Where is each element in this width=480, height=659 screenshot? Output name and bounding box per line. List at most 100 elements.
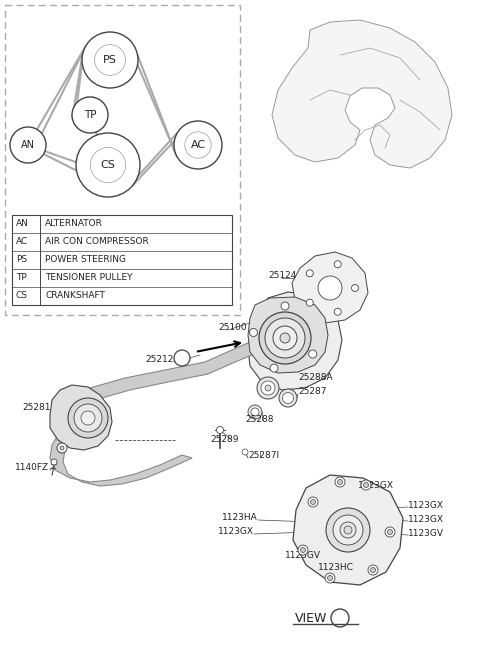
Polygon shape — [248, 297, 328, 373]
Text: 1123GX: 1123GX — [408, 500, 444, 509]
Text: CS: CS — [16, 291, 28, 301]
Circle shape — [306, 270, 313, 277]
Text: AIR CON COMPRESSOR: AIR CON COMPRESSOR — [45, 237, 149, 246]
Circle shape — [95, 45, 125, 75]
Text: 25212A: 25212A — [145, 355, 180, 364]
Text: AN: AN — [21, 140, 35, 150]
Circle shape — [10, 127, 46, 163]
Circle shape — [300, 548, 305, 552]
Polygon shape — [68, 342, 252, 410]
Circle shape — [265, 318, 305, 358]
Text: TP: TP — [16, 273, 27, 283]
Text: 25288A: 25288A — [298, 374, 333, 382]
Circle shape — [306, 299, 313, 306]
Polygon shape — [272, 20, 452, 168]
Text: PS: PS — [16, 256, 27, 264]
Circle shape — [51, 459, 57, 465]
Bar — [5, 5, 240, 315]
Text: TENSIONER PULLEY: TENSIONER PULLEY — [45, 273, 132, 283]
Circle shape — [344, 526, 352, 534]
Circle shape — [335, 477, 345, 487]
Circle shape — [371, 567, 375, 573]
Circle shape — [337, 480, 343, 484]
Circle shape — [279, 389, 297, 407]
Circle shape — [334, 308, 341, 315]
Circle shape — [261, 381, 275, 395]
Circle shape — [251, 408, 259, 416]
Circle shape — [283, 393, 293, 403]
Polygon shape — [293, 475, 403, 585]
Circle shape — [216, 426, 224, 434]
Text: 25281: 25281 — [22, 403, 50, 413]
Circle shape — [250, 328, 257, 337]
Text: 1123GX: 1123GX — [408, 515, 444, 523]
Text: AC: AC — [191, 140, 205, 150]
Circle shape — [273, 326, 297, 350]
Circle shape — [281, 302, 289, 310]
Bar — [12, 215, 232, 305]
Text: CRANKSHAFT: CRANKSHAFT — [45, 291, 105, 301]
Text: 1123HA: 1123HA — [222, 513, 258, 523]
Circle shape — [326, 508, 370, 552]
Polygon shape — [292, 252, 368, 323]
Text: VIEW: VIEW — [295, 612, 327, 625]
Text: 1123GV: 1123GV — [408, 529, 444, 538]
Polygon shape — [50, 385, 112, 450]
Circle shape — [174, 121, 222, 169]
Circle shape — [68, 398, 108, 438]
Circle shape — [185, 132, 211, 158]
Circle shape — [82, 32, 138, 88]
Text: 1123GX: 1123GX — [218, 527, 254, 536]
Circle shape — [60, 446, 64, 450]
Circle shape — [74, 404, 102, 432]
Circle shape — [361, 480, 371, 490]
Text: POWER STEERING: POWER STEERING — [45, 256, 126, 264]
Text: 25289: 25289 — [210, 436, 239, 445]
Text: AC: AC — [16, 237, 28, 246]
Text: 25100: 25100 — [218, 324, 247, 333]
Circle shape — [325, 573, 335, 583]
Circle shape — [270, 364, 278, 372]
Text: TP: TP — [84, 110, 96, 120]
Circle shape — [280, 333, 290, 343]
Text: 25288: 25288 — [245, 416, 274, 424]
Text: 25287: 25287 — [298, 387, 326, 397]
Circle shape — [76, 133, 140, 197]
Circle shape — [331, 609, 349, 627]
Circle shape — [334, 261, 341, 268]
Circle shape — [265, 385, 271, 391]
Circle shape — [327, 575, 333, 581]
Circle shape — [259, 312, 311, 364]
Circle shape — [72, 97, 108, 133]
Polygon shape — [50, 428, 192, 486]
Text: 1140FZ: 1140FZ — [15, 463, 49, 473]
Circle shape — [308, 497, 318, 507]
Circle shape — [309, 350, 317, 358]
Circle shape — [90, 148, 126, 183]
Circle shape — [57, 443, 67, 453]
Text: A: A — [179, 353, 185, 362]
Text: 1123HC: 1123HC — [318, 563, 354, 573]
Circle shape — [385, 527, 395, 537]
Polygon shape — [248, 292, 342, 390]
Circle shape — [248, 405, 262, 419]
Text: ALTERNATOR: ALTERNATOR — [45, 219, 103, 229]
Text: 1123GX: 1123GX — [358, 480, 394, 490]
Circle shape — [81, 411, 95, 425]
Text: AN: AN — [16, 219, 29, 229]
Circle shape — [257, 377, 279, 399]
Circle shape — [333, 515, 363, 545]
Circle shape — [340, 522, 356, 538]
Circle shape — [387, 529, 393, 534]
Text: 1123GV: 1123GV — [285, 550, 321, 559]
Circle shape — [363, 482, 369, 488]
Circle shape — [351, 285, 359, 291]
Circle shape — [174, 350, 190, 366]
Circle shape — [318, 276, 342, 300]
Circle shape — [311, 500, 315, 505]
Text: 25287I: 25287I — [248, 451, 279, 459]
Circle shape — [368, 565, 378, 575]
Text: PS: PS — [103, 55, 117, 65]
Text: CS: CS — [101, 160, 115, 170]
Text: 25124: 25124 — [268, 270, 296, 279]
